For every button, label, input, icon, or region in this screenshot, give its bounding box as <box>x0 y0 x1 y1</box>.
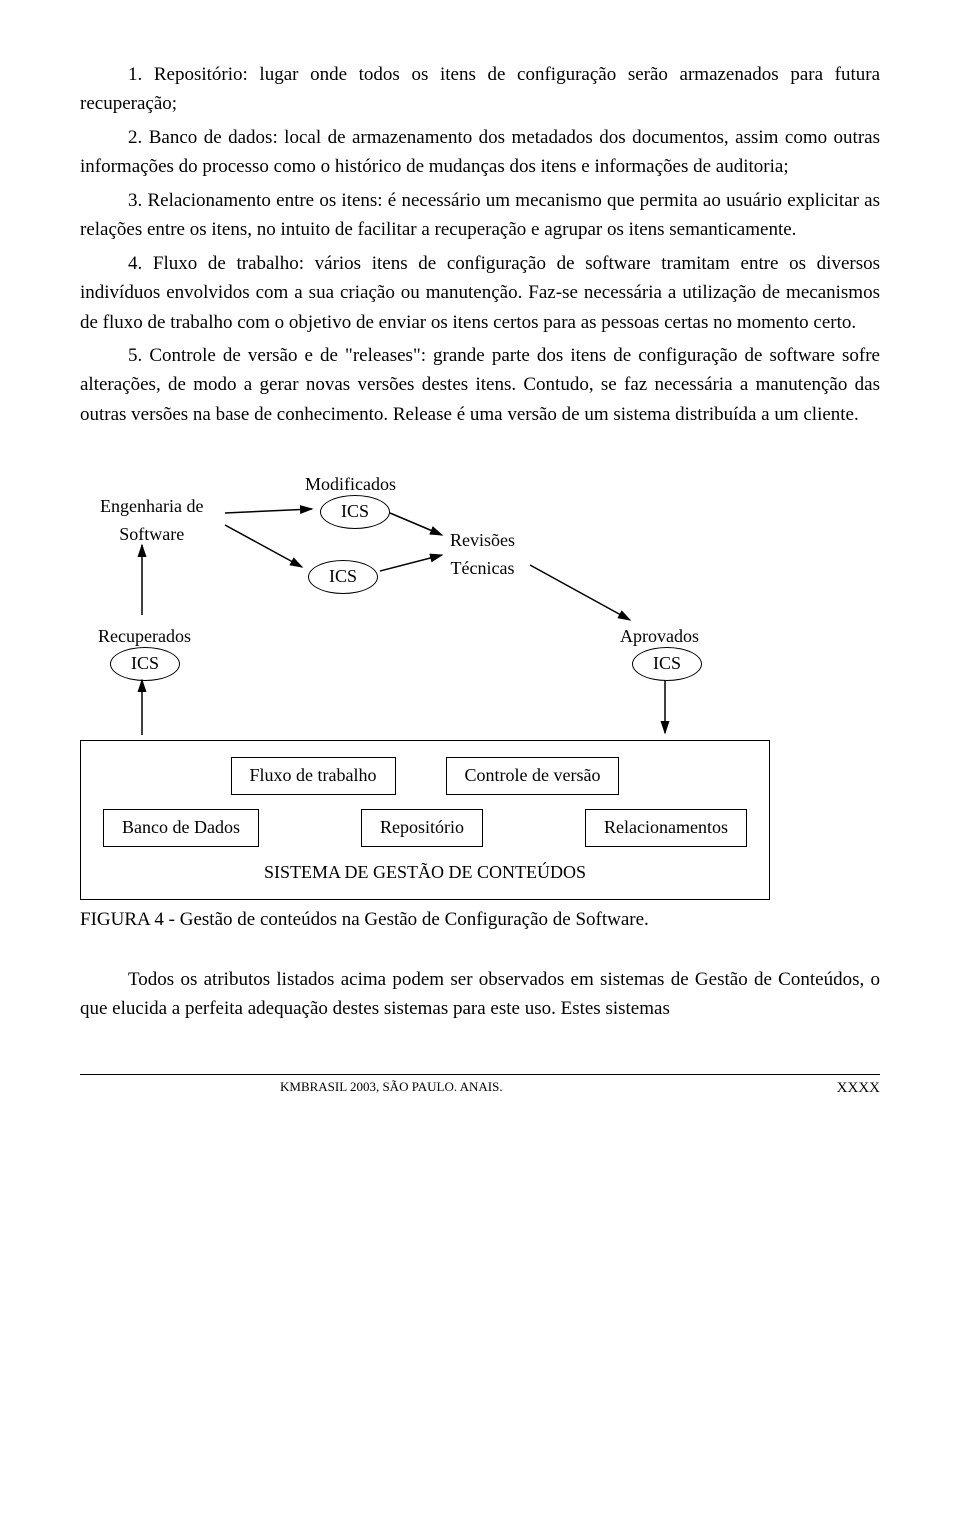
list-item-5: 5. Controle de versão e de "releases": g… <box>80 341 880 429</box>
arrows-group <box>80 465 880 765</box>
box-repo: Repositório <box>361 809 483 847</box>
footer-right: XXXX <box>837 1077 880 1100</box>
list-item-2: 2. Banco de dados: local de armazenament… <box>80 123 880 182</box>
system-box: Fluxo de trabalho Controle de versão Ban… <box>80 740 770 900</box>
list-item-4: 4. Fluxo de trabalho: vários itens de co… <box>80 249 880 337</box>
system-title: SISTEMA DE GESTÃO DE CONTEÚDOS <box>97 859 753 887</box>
box-rel: Relacionamentos <box>585 809 747 847</box>
list-item-3: 3. Relacionamento entre os itens: é nece… <box>80 186 880 245</box>
figure-caption: FIGURA 4 - Gestão de conteúdos na Gestão… <box>80 905 880 934</box>
list-item-1: 1. Repositório: lugar onde todos os iten… <box>80 60 880 119</box>
page-footer: KMBRASIL 2003, SÃO PAULO. ANAIS. XXXX <box>80 1074 880 1100</box>
box-banco: Banco de Dados <box>103 809 259 847</box>
footer-left: KMBRASIL 2003, SÃO PAULO. ANAIS. <box>280 1077 503 1100</box>
box-fluxo: Fluxo de trabalho <box>231 757 396 795</box>
box-controle: Controle de versão <box>446 757 620 795</box>
closing-paragraph: Todos os atributos listados acima podem … <box>80 965 880 1024</box>
diagram-content-management: Engenharia de Software Modificados ICS I… <box>80 465 880 885</box>
